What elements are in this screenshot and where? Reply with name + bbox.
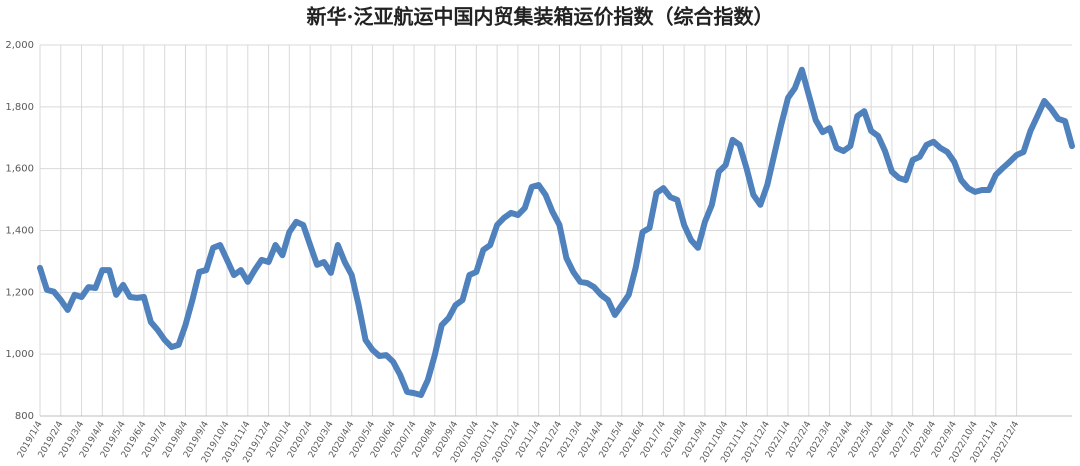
y-tick-label: 1,200 — [5, 287, 34, 298]
y-tick-label: 1,600 — [5, 164, 34, 175]
data-line — [37, 66, 1075, 398]
y-tick-label: 1,400 — [5, 226, 34, 237]
y-tick-label: 800 — [15, 411, 34, 422]
y-tick-label: 1,800 — [5, 102, 34, 113]
y-tick-label: 1,000 — [5, 349, 34, 360]
chart-title: 新华·泛亚航运中国内贸集装箱运价指数（综合指数） — [307, 5, 774, 29]
y-tick-label: 2,000 — [5, 40, 34, 51]
